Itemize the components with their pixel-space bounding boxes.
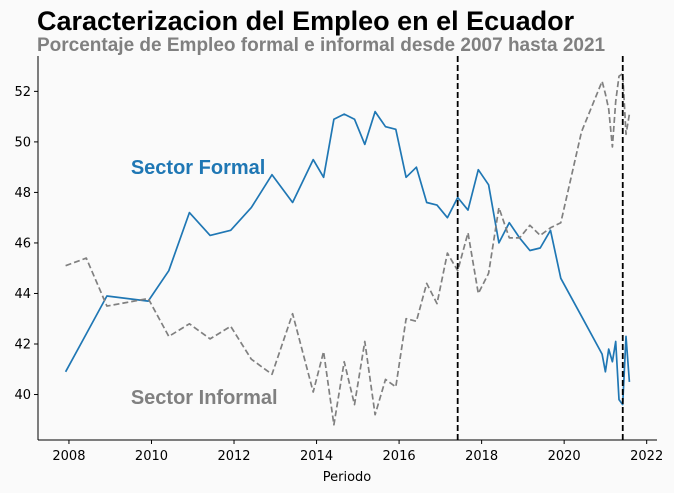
chart-title: Caracterizacion del Empleo en el Ecuador [37, 6, 575, 36]
y-tick-label: 52 [14, 85, 31, 100]
y-tick-label: 50 [14, 135, 31, 150]
annotation-informal: Sector Informal [131, 387, 278, 409]
x-tick-label: 2018 [465, 449, 498, 464]
x-tick-label: 2008 [52, 449, 85, 464]
y-tick-label: 40 [14, 388, 31, 403]
y-tick-label: 48 [14, 186, 31, 201]
y-tick-label: 46 [14, 236, 31, 251]
plot-area: 2008 2010 2012 2014 2016 2018 2020 2022 40 42 44 46… [14, 56, 663, 464]
annotation-formal: Sector Formal [131, 157, 265, 179]
x-tick-label: 2022 [630, 449, 663, 464]
x-axis-label: Periodo [323, 470, 372, 485]
series-line-formal [64, 110, 631, 406]
x-tick-label: 2010 [135, 449, 168, 464]
chart-subtitle: Porcentaje de Empleo formal e informal d… [37, 35, 606, 56]
x-tick-label: 2014 [300, 449, 333, 464]
series-line-informal [65, 72, 631, 426]
y-tick-label: 42 [14, 338, 31, 353]
x-tick-label: 2012 [217, 449, 250, 464]
y-tick-label: 44 [14, 287, 31, 302]
x-tick-label: 2020 [548, 449, 581, 464]
x-tick-label: 2016 [383, 449, 416, 464]
